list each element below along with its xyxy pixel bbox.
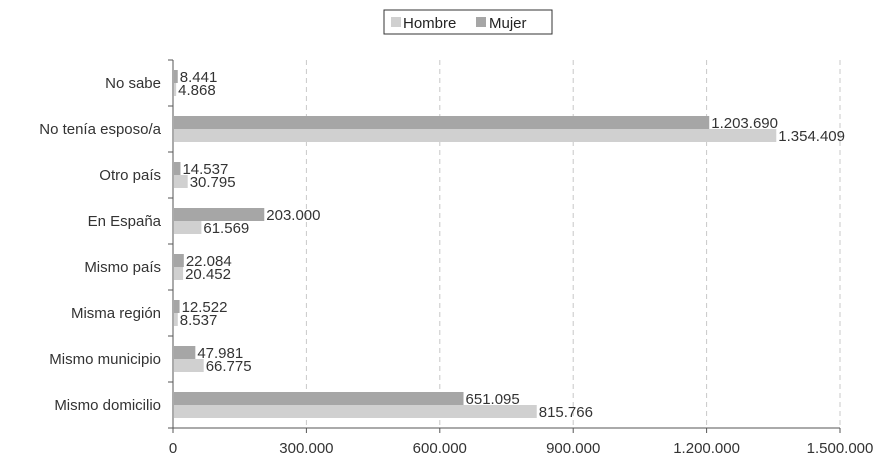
- category-labels: No sabe No tenía esposo/a Otro país En Espa…: [39, 75, 161, 414]
- bar-hombre: [174, 313, 178, 326]
- category-label: No tenía esposo/a: [39, 121, 161, 138]
- bar-hombre: [174, 359, 204, 372]
- axes: 0 300.000 600.000 900.000 1.200.000 1.500.000: [168, 59, 874, 455]
- data-label-mujer: 14.537: [182, 161, 228, 178]
- data-label-mujer: 651.095: [466, 391, 520, 408]
- bar-hombre: [174, 175, 188, 188]
- category-label: Mismo domicilio: [54, 397, 161, 414]
- data-label-hombre: 30.795: [190, 174, 236, 191]
- category-label: Mismo país: [84, 259, 161, 276]
- legend-swatch-hombre: [391, 17, 401, 27]
- data-label-mujer: 1.203.690: [711, 115, 778, 132]
- x-tick-label: 1.500.000: [807, 440, 874, 455]
- legend-label-hombre: Hombre: [403, 15, 456, 32]
- data-label-hombre: 4.868: [178, 82, 216, 99]
- bar-mujer: [174, 300, 180, 313]
- data-label-mujer: 22.084: [186, 253, 232, 270]
- category-label: En España: [88, 213, 162, 230]
- category-label: No sabe: [105, 75, 161, 92]
- data-label-hombre: 66.775: [206, 358, 252, 375]
- category-label: Otro país: [99, 167, 161, 184]
- bar-mujer: [174, 116, 710, 129]
- bar-mujer: [174, 70, 178, 83]
- bar-mujer: [174, 346, 196, 359]
- bar-mujer: [174, 254, 184, 267]
- legend-label-mujer: Mujer: [489, 15, 527, 32]
- data-label-hombre: 815.766: [539, 404, 593, 421]
- category-label: Mismo municipio: [49, 351, 161, 368]
- x-tick-label: 1.200.000: [673, 440, 740, 455]
- data-label-hombre: 20.452: [185, 266, 231, 283]
- bar-hombre: [174, 129, 777, 142]
- legend-swatch-mujer: [476, 17, 486, 27]
- x-tick-label: 600.000: [413, 440, 467, 455]
- x-tick-label: 900.000: [546, 440, 600, 455]
- legend-box: [383, 9, 553, 35]
- bar-hombre: [174, 221, 202, 234]
- gridlines: [305, 60, 841, 428]
- bars: [174, 70, 777, 418]
- data-label-mujer: 12.522: [182, 299, 228, 316]
- data-label-hombre: 8.537: [180, 312, 218, 329]
- data-label-hombre: 1.354.409: [778, 128, 845, 145]
- category-label: Misma región: [71, 305, 161, 322]
- bar-hombre: [174, 405, 537, 418]
- bar-hombre: [174, 83, 177, 96]
- x-tick-label: 0: [169, 440, 177, 455]
- legend: Hombre Mujer: [383, 9, 553, 35]
- bar-mujer: [174, 162, 181, 175]
- bar-mujer: [174, 208, 265, 221]
- x-tick-label: 300.000: [279, 440, 333, 455]
- data-label-mujer: 203.000: [266, 207, 320, 224]
- bar-hombre: [174, 267, 184, 280]
- data-label-mujer: 8.441: [180, 69, 218, 86]
- data-label-mujer: 47.981: [197, 345, 243, 362]
- data-label-hombre: 61.569: [203, 220, 249, 237]
- bar-mujer: [174, 392, 464, 405]
